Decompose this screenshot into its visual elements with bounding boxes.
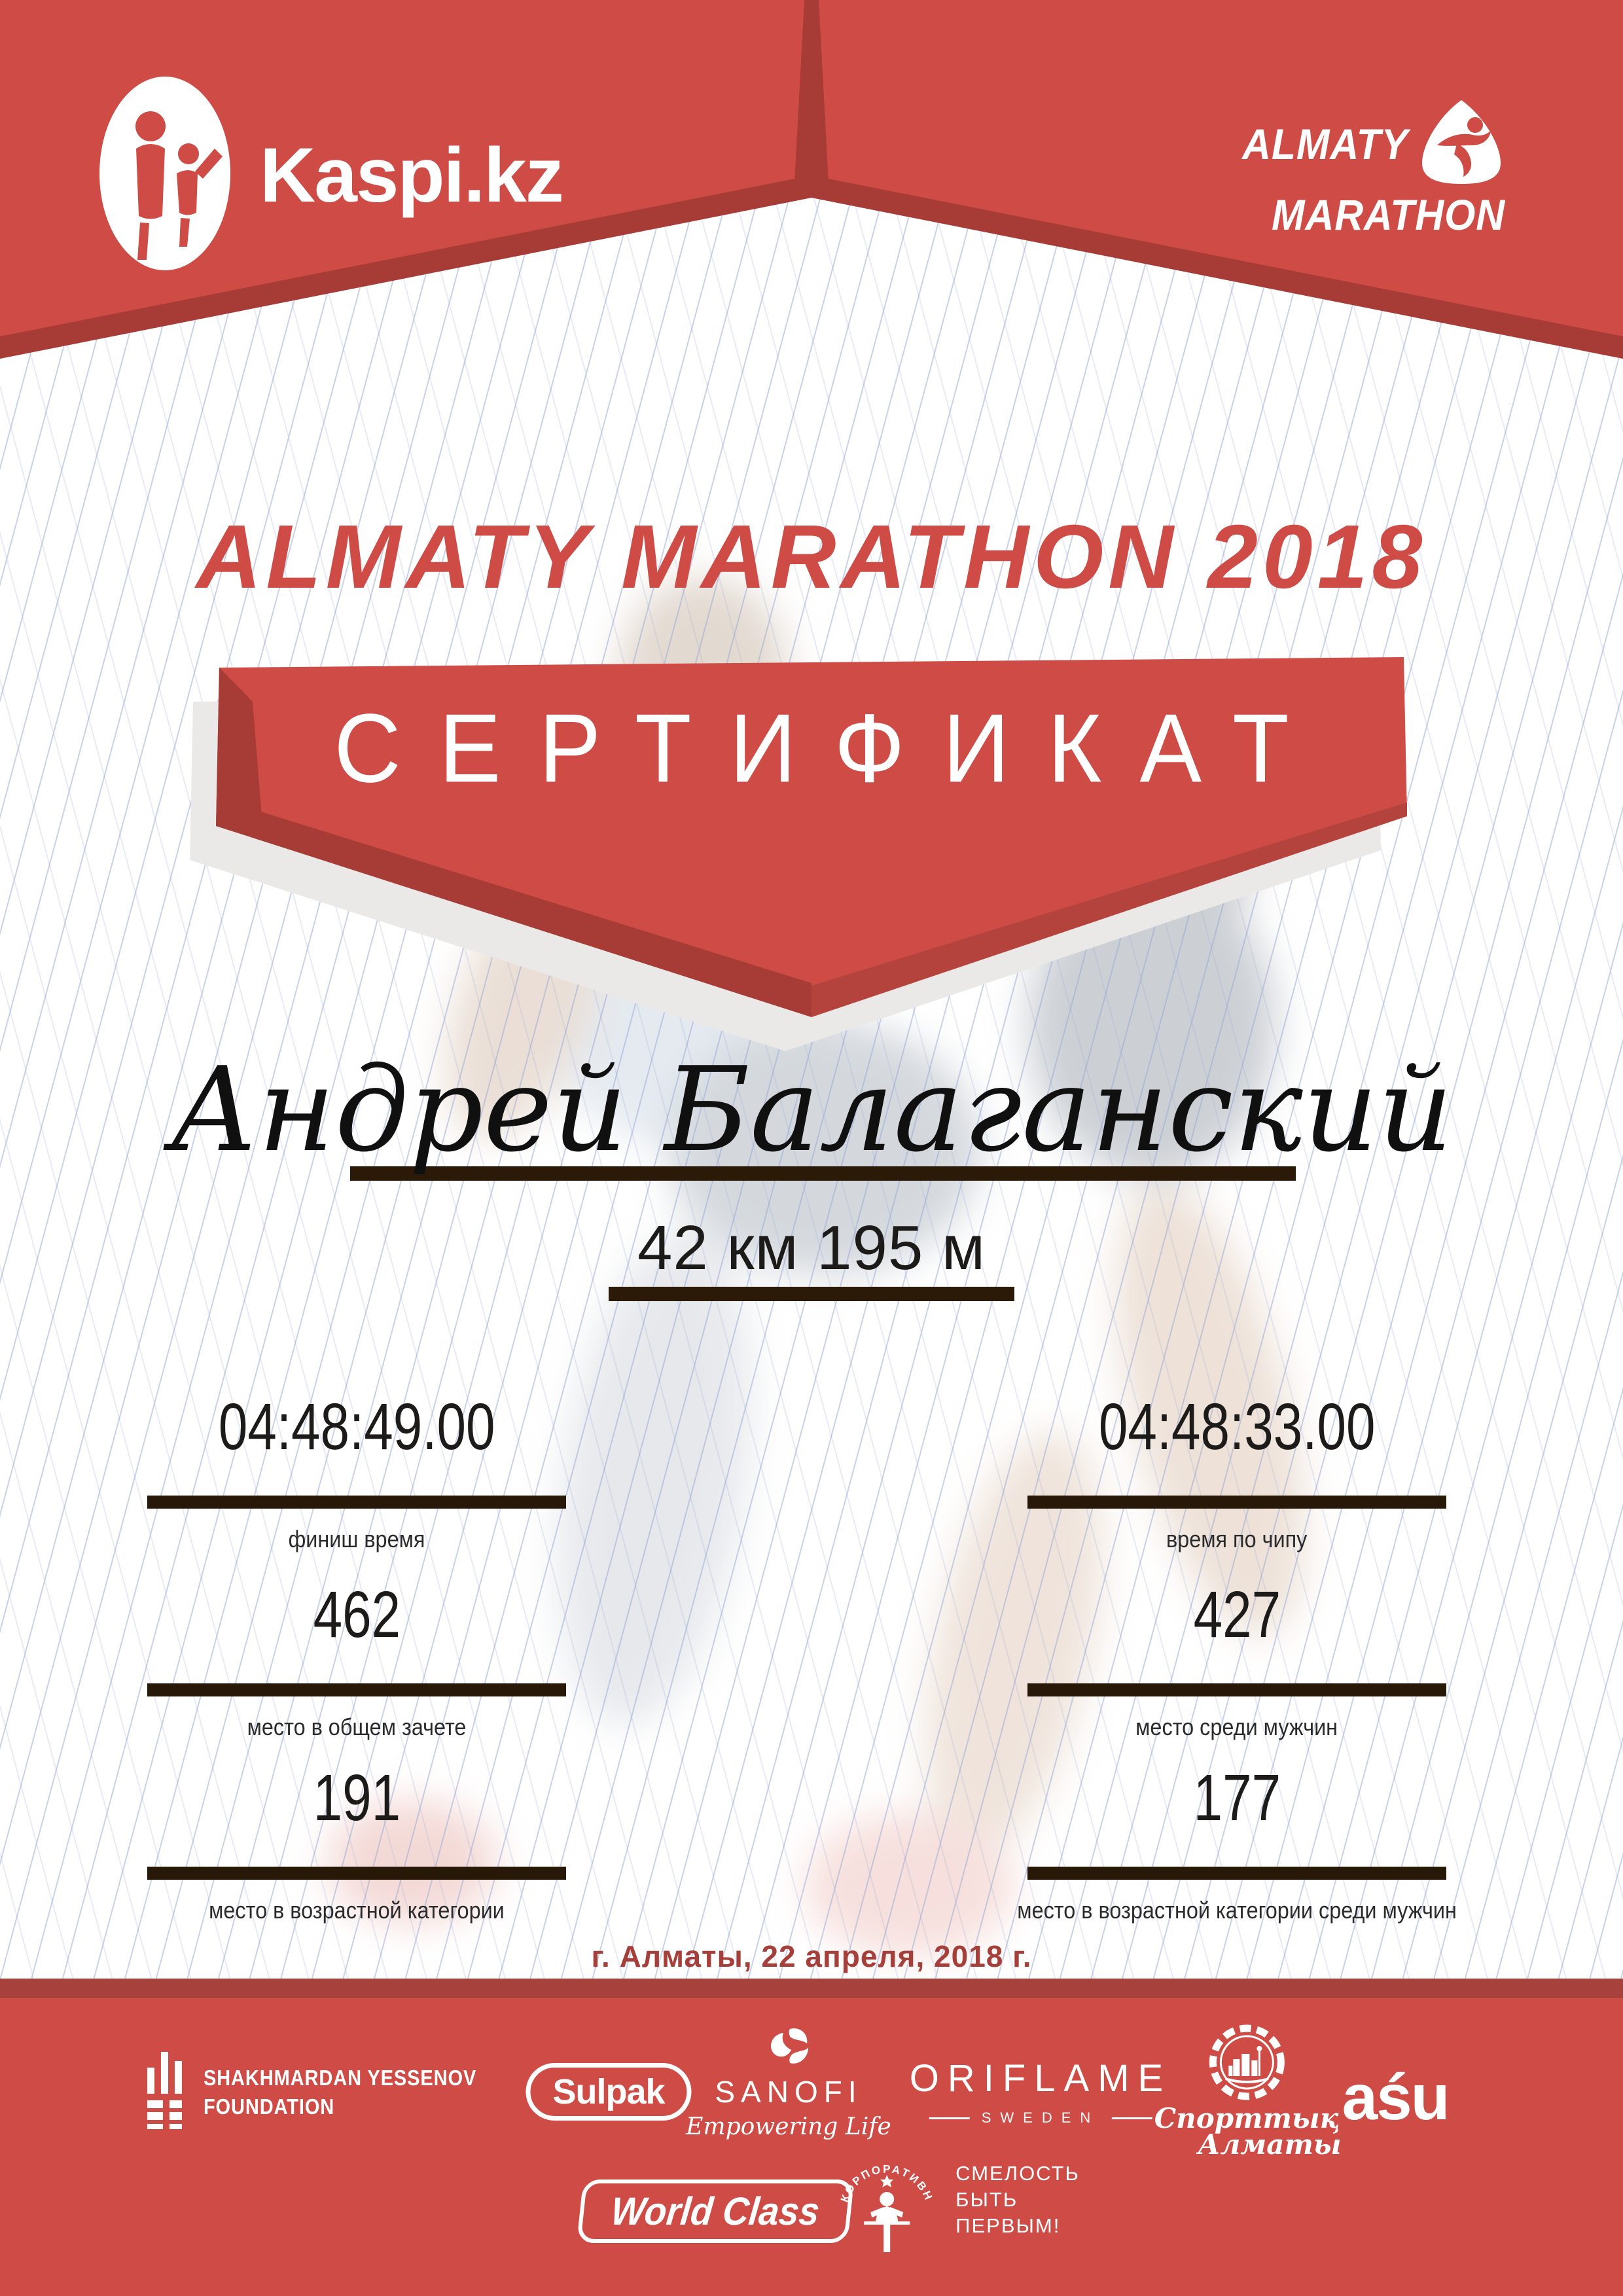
sanofi-logo: SANOFI Empowering Life	[686, 2028, 891, 2140]
stat-value: 191	[313, 1761, 401, 1835]
stat-chip-time: 04:48:33.00 время по чипу	[975, 1393, 1499, 1553]
kaspi-logo: Kaspi.kz	[98, 75, 564, 275]
almaty-marathon-logo: ALMATY MARATHON	[1230, 98, 1505, 236]
fund-slogan-line3: ПЕРВЫМ!	[955, 2214, 1061, 2237]
sulpak-capsule: Sulpak	[526, 2063, 692, 2121]
sporttyk-text-line2: Алматы	[1198, 2128, 1342, 2161]
stat-label: финиш время	[288, 1526, 425, 1552]
sporttyk-almaty-logo: Спорттық Алматы	[1152, 2022, 1342, 2161]
sulpak-logo: Sulpak	[526, 2063, 692, 2121]
stat-value: 427	[1193, 1578, 1281, 1651]
corporate-fund-logo: КОРПОРАТИВНЫЙ ФОНД СМЕЛОСТЬ БЫТЬ ПЕРВЫМ!	[825, 2129, 1080, 2260]
yessenov-name-line1: SHAKHMARDAN YESSENOV	[203, 2065, 477, 2090]
world-class-logo: World Class	[577, 2179, 854, 2243]
yessenov-foundation-logo: SHAKHMARDAN YESSENOV FOUNDATION	[147, 2052, 514, 2132]
date-location: г. Алматы, 22 апреля, 2018 г.	[591, 1939, 1032, 1973]
stat-divider	[147, 1683, 566, 1696]
oriflame-wordmark: ORIFLAME	[909, 2057, 1172, 2100]
recipient-name: Андрей Балаганский	[169, 1042, 1454, 1177]
oriflame-rule-right	[1111, 2117, 1152, 2119]
footer-top-strip	[0, 1979, 1623, 1998]
world-class-outline: World Class	[577, 2179, 854, 2243]
stat-men-place: 427 место среди мужчин	[975, 1581, 1499, 1741]
certificate-label: СЕРТИФИКАТ	[334, 694, 1327, 803]
kaspi-people-icon	[98, 75, 232, 275]
fund-slogan-line2: БЫТЬ	[955, 2187, 1018, 2211]
stat-value: 04:48:33.00	[1098, 1390, 1376, 1463]
stat-divider	[147, 1496, 566, 1509]
sanofi-tagline: Empowering Life	[686, 2113, 891, 2140]
event-title: ALMATY MARATHON 2018	[196, 507, 1427, 607]
sanofi-bird-icon	[686, 2028, 891, 2072]
stat-label: место в общем зачете	[247, 1713, 467, 1740]
asu-logo: aśu	[1342, 2061, 1450, 2133]
sanofi-wordmark: SANOFI	[715, 2075, 863, 2109]
stat-value: 04:48:49.00	[218, 1390, 495, 1463]
stat-finish-time: 04:48:49.00 финиш время	[95, 1393, 618, 1553]
oriflame-rule-left	[929, 2117, 970, 2119]
stat-divider	[1027, 1496, 1446, 1509]
almaty-logo-line1: ALMATY	[1242, 119, 1408, 168]
distance-value: 42 км 195 м	[637, 1213, 986, 1283]
sporttyk-emblem-icon	[1152, 2022, 1341, 2106]
stat-value: 177	[1193, 1761, 1281, 1835]
oriflame-sub-label: SWEDEN	[981, 2109, 1100, 2126]
stat-label: место в возрастной категории среди мужчи…	[1017, 1897, 1457, 1924]
stat-value: 462	[313, 1578, 401, 1651]
stat-overall-place: 462 место в общем зачете	[95, 1581, 618, 1741]
stat-age-men-place: 177 место в возрастной категории среди м…	[975, 1764, 1499, 1924]
stat-divider	[147, 1867, 566, 1880]
stat-divider	[1027, 1867, 1446, 1880]
stat-label: место среди мужчин	[1135, 1713, 1338, 1740]
stat-label: время по чипу	[1166, 1526, 1308, 1552]
fund-slogan-line1: СМЕЛОСТЬ	[955, 2161, 1080, 2185]
world-class-wordmark: World Class	[609, 2189, 822, 2233]
yessenov-foundation-icon	[147, 2052, 185, 2132]
kaspi-wordmark: Kaspi.kz	[260, 132, 564, 219]
oriflame-logo: ORIFLAME SWEDEN	[910, 2056, 1172, 2126]
fund-runner-icon: КОРПОРАТИВНЫЙ ФОНД	[825, 2129, 942, 2260]
almaty-logo-line2: MARATHON	[1271, 190, 1505, 239]
stat-divider	[1027, 1683, 1446, 1696]
stat-age-place: 191 место в возрастной категории	[95, 1764, 618, 1924]
stat-label: место в возрастной категории	[209, 1897, 505, 1924]
distance-underline	[609, 1287, 1014, 1301]
almaty-marathon-runner-icon	[1418, 98, 1505, 189]
sulpak-wordmark: Sulpak	[552, 2072, 665, 2111]
yessenov-name-line2: FOUNDATION	[203, 2094, 335, 2119]
